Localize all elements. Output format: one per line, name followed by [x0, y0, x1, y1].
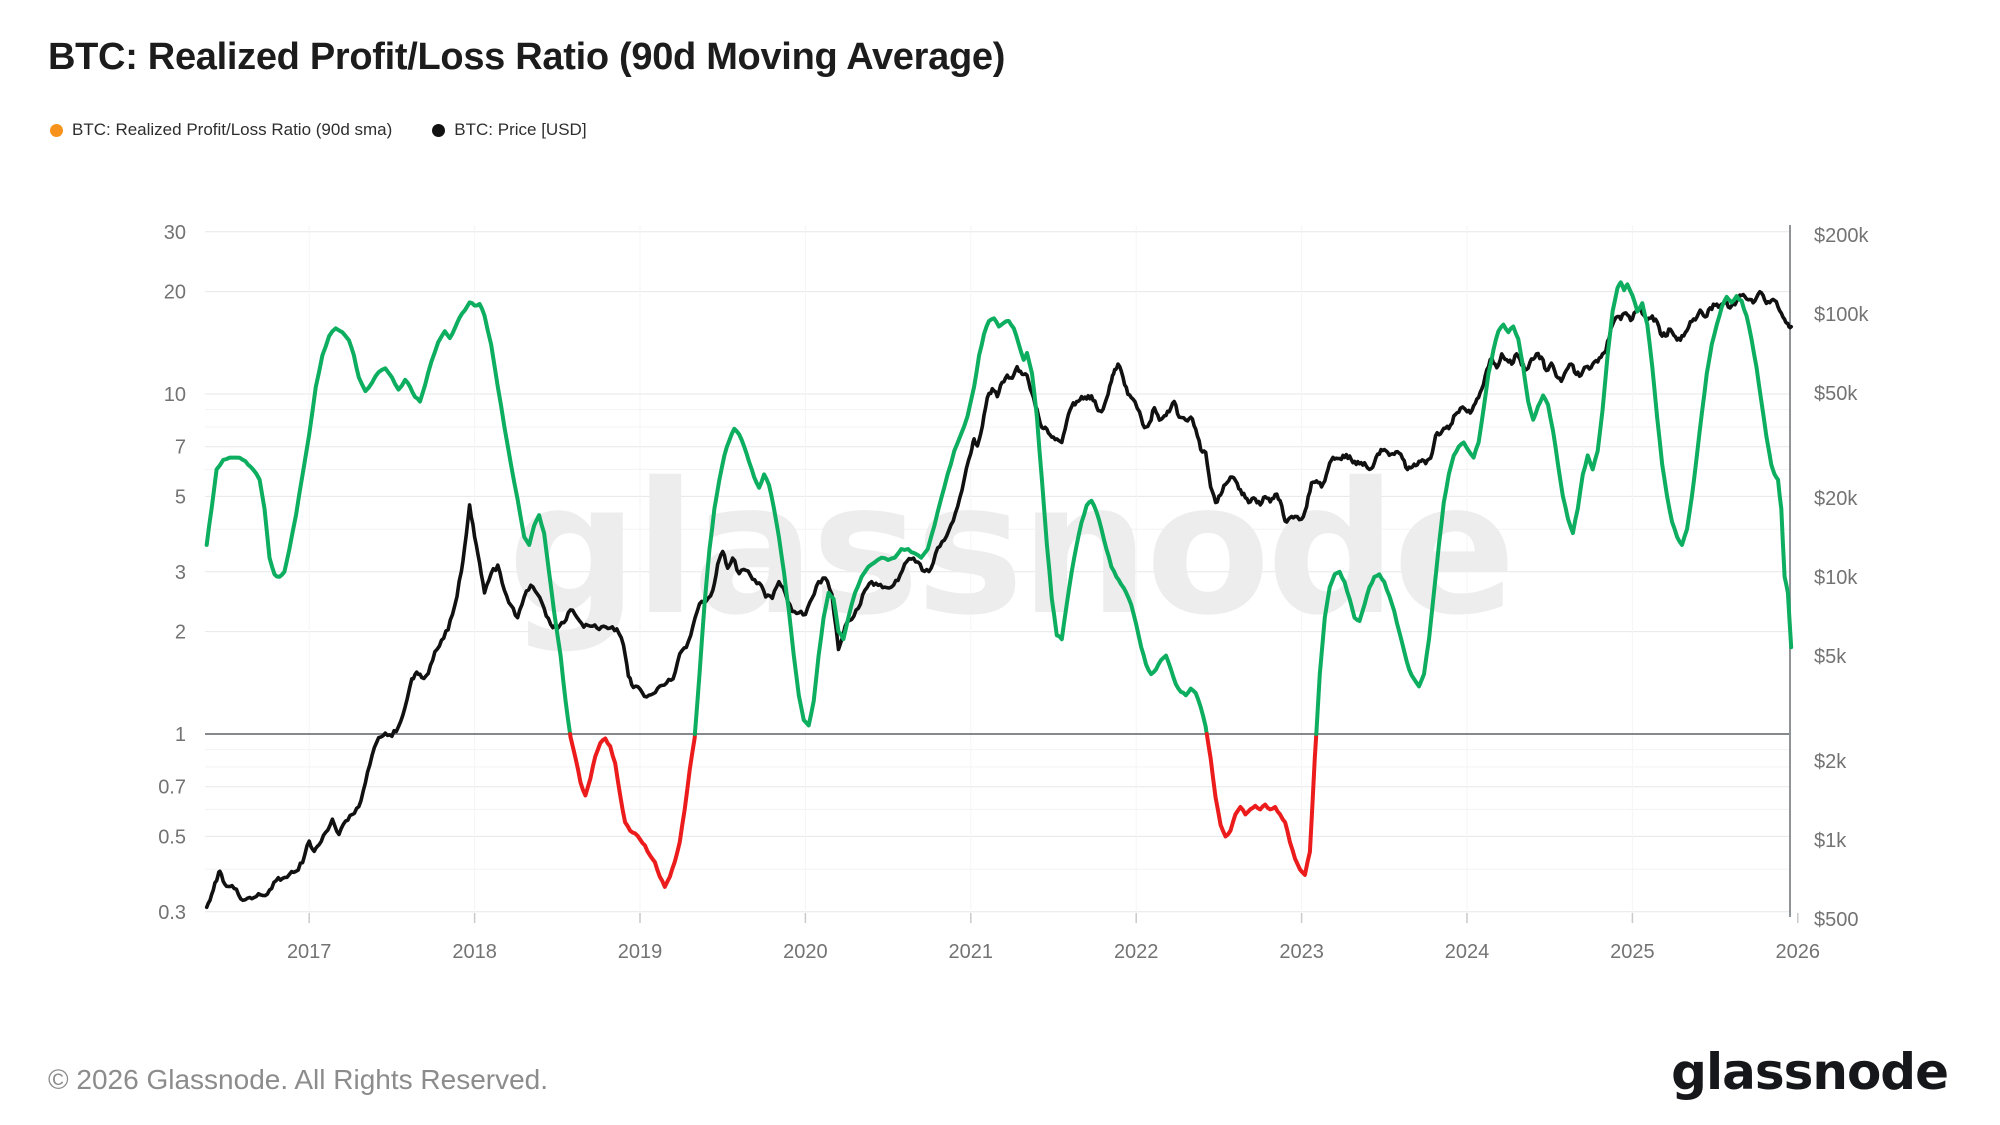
copyright-text: © 2026 Glassnode. All Rights Reserved. — [48, 1064, 549, 1095]
watermark: glassnode — [508, 443, 1512, 655]
right-axis-label: $100k — [1814, 304, 1869, 326]
footer: © 2026 Glassnode. All Rights Reserved. g… — [0, 1043, 2000, 1101]
left-axis-label: 0.7 — [158, 777, 186, 799]
left-axis-label: 3 — [175, 562, 186, 584]
right-axis-label: $2k — [1814, 751, 1847, 773]
left-axis-label: 0.5 — [158, 826, 186, 848]
left-axis-label: 30 — [164, 222, 186, 244]
right-axis-label: $5k — [1814, 646, 1847, 668]
x-axis-label: 2026 — [1776, 941, 1821, 963]
x-axis-label: 2023 — [1279, 941, 1324, 963]
right-axis-label: $10k — [1814, 567, 1858, 589]
right-axis-label: $500 — [1814, 909, 1859, 931]
x-axis-label: 2017 — [287, 941, 332, 963]
left-axis-label: 5 — [175, 486, 186, 508]
left-axis-label: 1 — [175, 724, 186, 746]
x-axis-label: 2024 — [1445, 941, 1490, 963]
ratio-series-line-profit — [692, 316, 1209, 736]
glassnode-logo: glassnode — [1671, 1043, 1949, 1101]
right-axis-label: $1k — [1814, 830, 1847, 852]
ratio-series-line-profit — [204, 300, 573, 736]
right-axis-label: $20k — [1814, 488, 1858, 510]
ratio-series-line-loss — [1204, 732, 1319, 877]
ratio-legend-dot-icon — [50, 123, 63, 137]
right-axis-label: $50k — [1814, 383, 1858, 405]
price-legend-label: BTC: Price [USD] — [454, 120, 587, 139]
left-axis-label: 7 — [175, 437, 186, 459]
left-axis-label: 20 — [164, 282, 186, 304]
legend: BTC: Realized Profit/Loss Ratio (90d sma… — [50, 120, 587, 140]
left-axis-label: 2 — [175, 622, 186, 644]
left-axis-label: 10 — [164, 384, 186, 406]
ratio-series-line-loss — [568, 732, 697, 889]
page-title: BTC: Realized Profit/Loss Ratio (90d Mov… — [48, 36, 1006, 78]
x-axis-label: 2022 — [1114, 941, 1159, 963]
x-axis-label: 2025 — [1610, 941, 1655, 963]
x-axis-label: 2020 — [783, 941, 828, 963]
ratio-legend-label: BTC: Realized Profit/Loss Ratio (90d sma… — [72, 120, 393, 139]
x-axis-label: 2018 — [452, 941, 497, 963]
x-axis-label: 2021 — [949, 941, 994, 963]
x-axis-label: 2019 — [618, 941, 663, 963]
left-axis-label: 0.3 — [158, 902, 186, 924]
price-series-line — [204, 290, 1793, 910]
legend-item-ratio[interactable]: BTC: Realized Profit/Loss Ratio (90d sma… — [50, 120, 392, 140]
price-legend-dot-icon — [432, 123, 446, 137]
ratio-series-line-profit — [1314, 280, 1794, 736]
right-axis-label: $200k — [1814, 225, 1869, 247]
legend-item-price[interactable]: BTC: Price [USD] — [432, 120, 587, 140]
